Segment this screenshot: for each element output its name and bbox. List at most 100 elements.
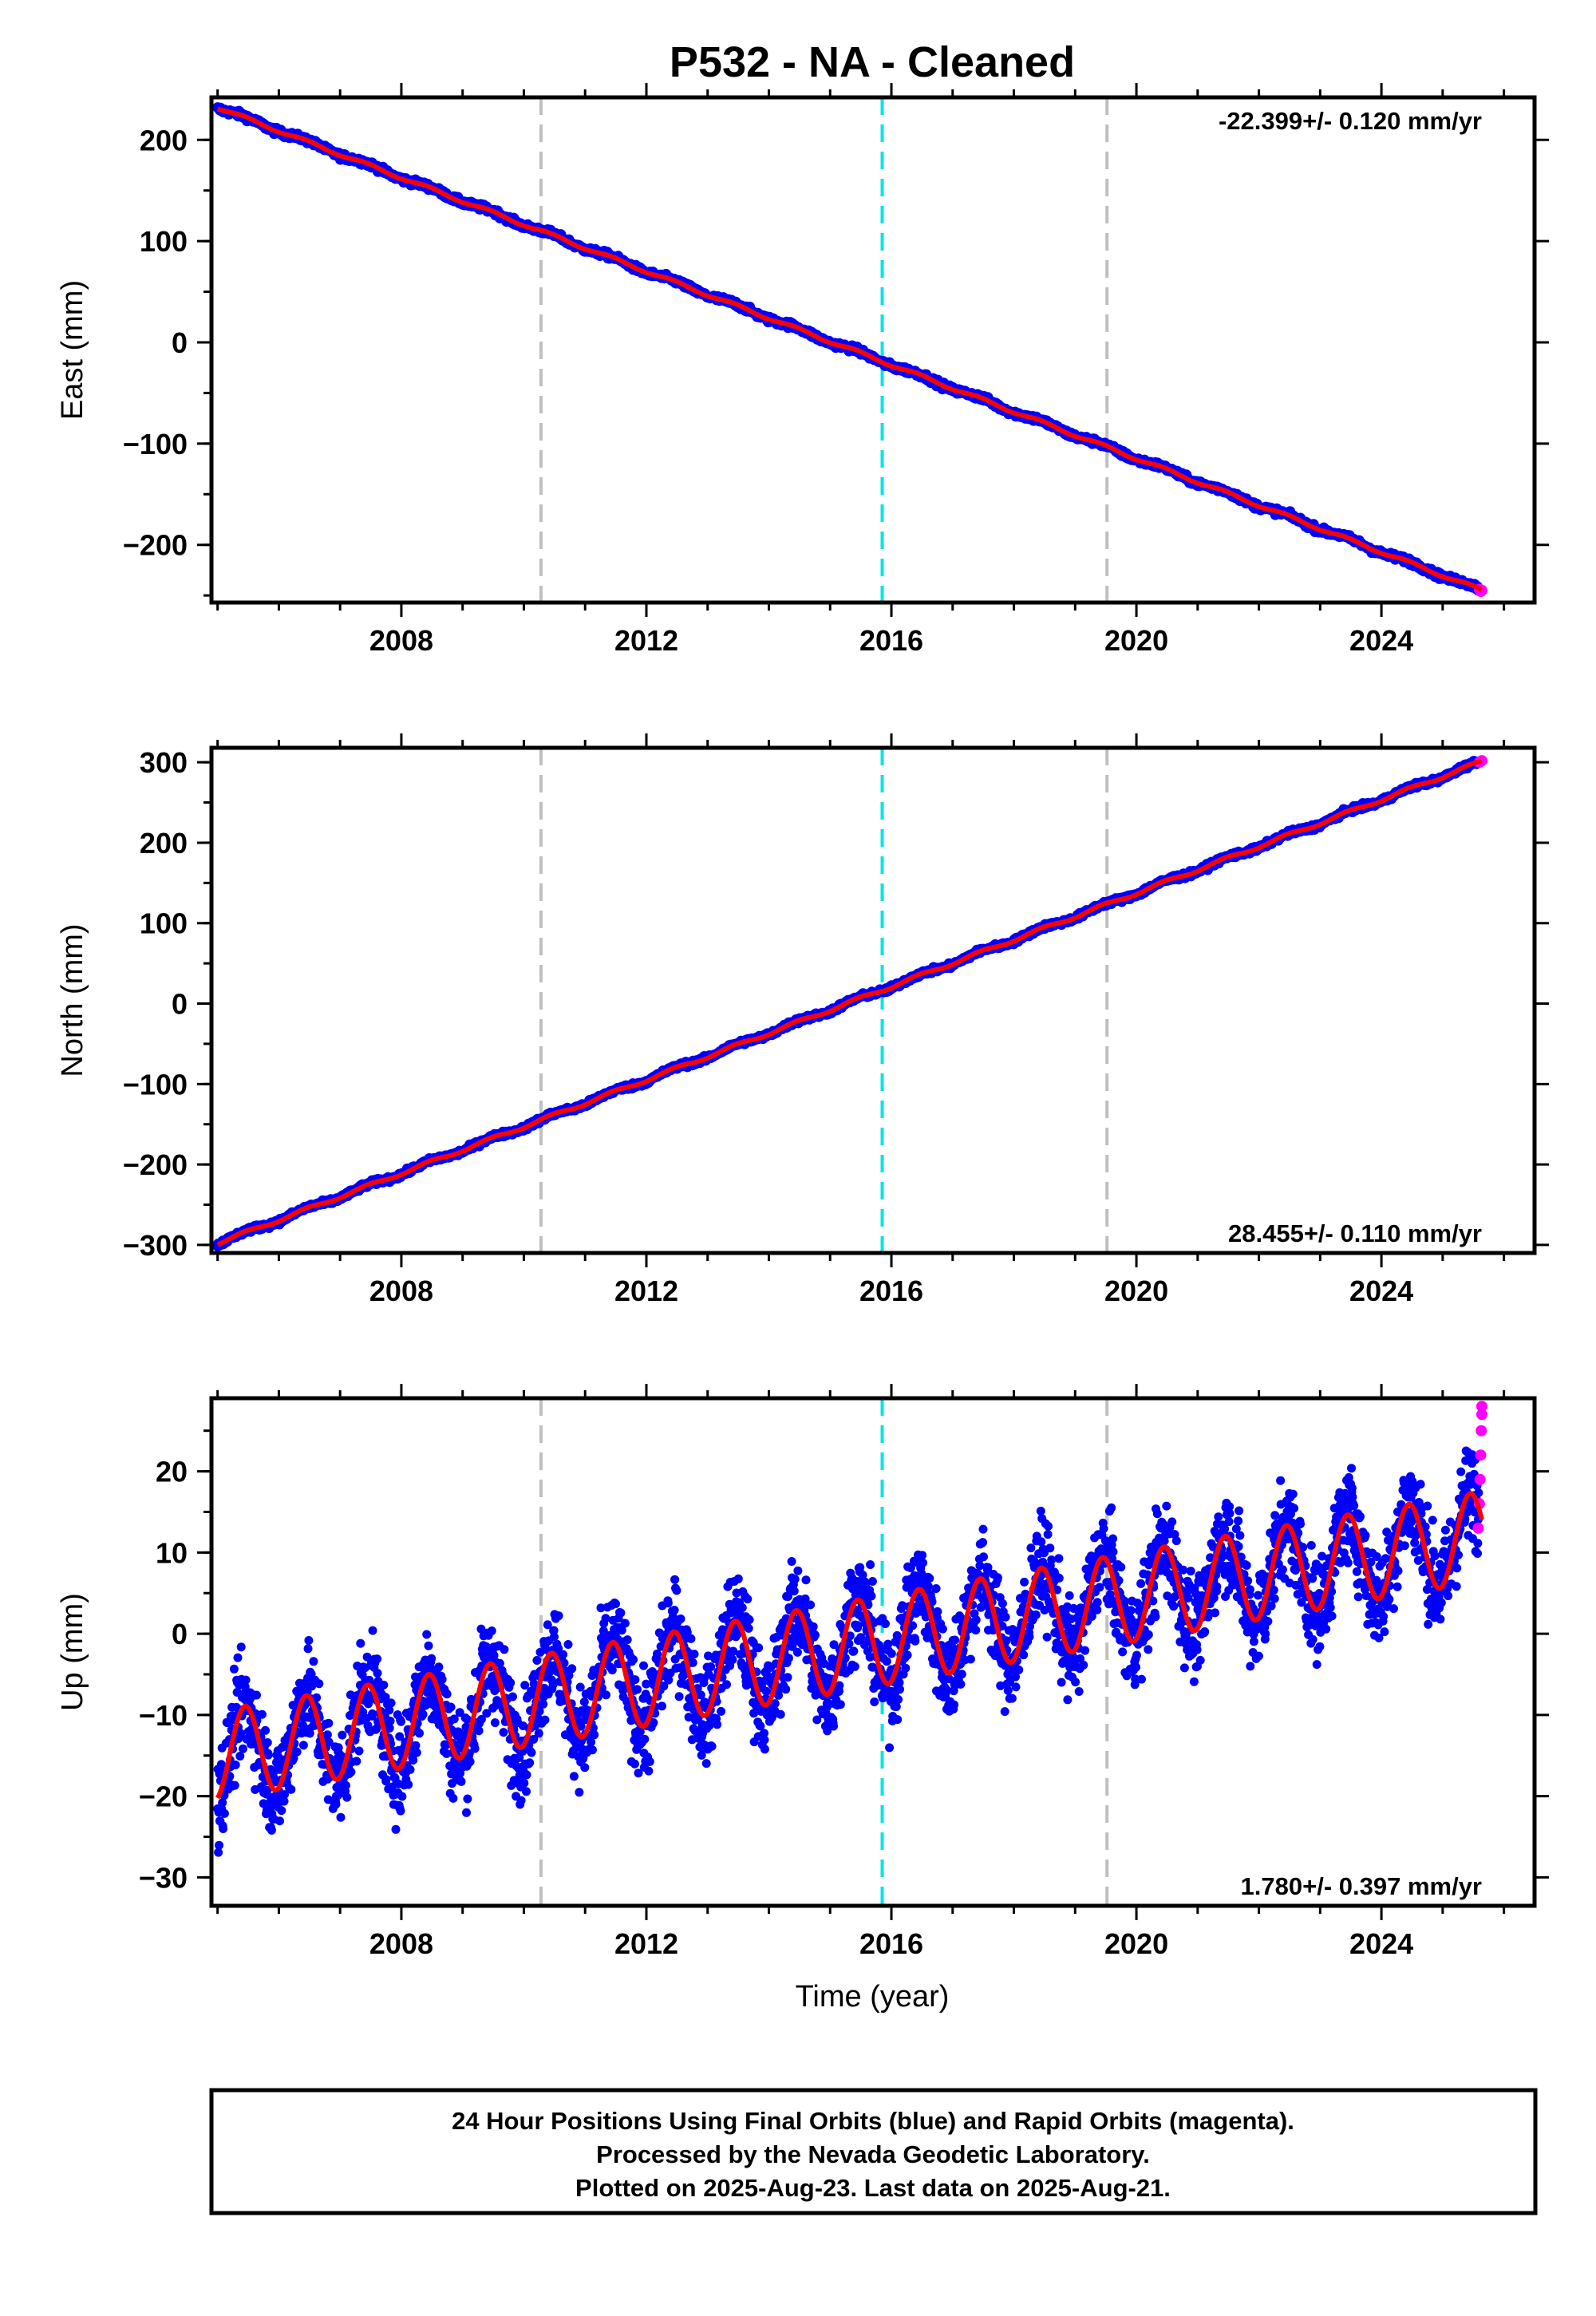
final-orbit-point <box>368 1626 377 1635</box>
final-orbit-point <box>427 1654 437 1663</box>
final-orbit-point <box>701 1759 711 1769</box>
final-orbit-point <box>635 1727 645 1737</box>
final-orbit-point <box>575 1682 585 1692</box>
final-orbit-point <box>559 1650 568 1659</box>
x-tick-label: 2024 <box>1349 1275 1413 1307</box>
final-orbit-point <box>446 1702 456 1712</box>
final-orbit-point <box>241 1675 251 1685</box>
final-orbit-point <box>554 1611 563 1621</box>
final-orbit-point <box>396 1806 405 1816</box>
final-orbit-point <box>534 1729 543 1738</box>
final-orbit-point <box>412 1748 421 1757</box>
final-orbit-point <box>462 1808 471 1817</box>
final-orbit-point <box>373 1669 382 1678</box>
y-tick-label: 200 <box>140 827 188 860</box>
final-orbit-point <box>267 1825 276 1835</box>
y-tick-label: 0 <box>172 326 188 359</box>
final-orbit-point <box>520 1681 530 1690</box>
final-orbit-point <box>341 1780 350 1790</box>
y-tick-label: −200 <box>123 1148 188 1181</box>
final-orbit-point <box>590 1730 599 1740</box>
x-tick-label: 2008 <box>369 1275 433 1307</box>
final-orbit-point <box>580 1763 590 1773</box>
x-tick-label: 2012 <box>614 1275 678 1307</box>
x-tick-label: 2024 <box>1349 624 1413 657</box>
final-orbit-point <box>705 1721 714 1730</box>
final-orbit-point <box>236 1729 246 1738</box>
final-orbit-point <box>397 1792 407 1801</box>
final-orbit-point <box>385 1717 395 1725</box>
panel-east: 2008 2012 2016 2020 20242001000−100−200East … <box>56 83 1549 657</box>
final-orbit-point <box>257 1709 267 1719</box>
final-orbit-point <box>381 1775 391 1784</box>
final-orbit-point <box>233 1653 243 1662</box>
final-orbit-point <box>338 1730 347 1740</box>
final-orbit-point <box>259 1799 268 1808</box>
final-orbit-point <box>263 1785 272 1795</box>
final-orbit-point <box>601 1614 610 1623</box>
final-orbit-point <box>286 1784 296 1794</box>
final-orbit-point <box>434 1662 444 1672</box>
final-orbit-point <box>230 1780 239 1790</box>
final-orbit-point <box>404 1780 413 1789</box>
final-orbit-point <box>567 1664 577 1674</box>
final-orbit-point <box>506 1678 516 1688</box>
final-orbit-point <box>386 1698 396 1708</box>
final-orbit-point <box>611 1599 620 1609</box>
x-tick-label: 2012 <box>614 624 678 657</box>
y-tick-label: 100 <box>140 225 188 258</box>
final-orbit-point <box>463 1794 472 1804</box>
final-orbit-point <box>616 1608 626 1618</box>
final-orbit-point <box>456 1777 466 1786</box>
final-orbit-point <box>620 1618 630 1628</box>
final-orbit-point <box>579 1697 589 1706</box>
final-orbit-point <box>448 1793 458 1803</box>
final-orbit-point <box>658 1701 666 1711</box>
final-orbit-point <box>277 1806 286 1816</box>
final-orbit-point <box>303 1644 313 1654</box>
final-orbit-point <box>670 1575 680 1584</box>
final-orbit-point <box>336 1812 346 1822</box>
final-orbit-point <box>422 1630 432 1639</box>
x-tick-label: 2016 <box>859 1275 923 1307</box>
x-tick-label: 2016 <box>859 624 923 657</box>
final-orbit-point <box>346 1767 356 1777</box>
final-orbit-point <box>379 1680 389 1690</box>
final-orbit-point <box>672 1586 681 1595</box>
x-tick-label: 2008 <box>369 624 433 657</box>
y-axis-label: East (mm) <box>56 280 89 420</box>
final-orbit-point <box>324 1718 334 1728</box>
final-orbit-point <box>640 1734 650 1744</box>
final-orbit-point <box>424 1641 433 1650</box>
final-orbit-point <box>689 1650 699 1659</box>
final-orbit-point <box>519 1778 529 1788</box>
model-fit-line <box>216 758 1483 1247</box>
final-orbit-point <box>214 1848 223 1857</box>
final-orbit-point <box>569 1772 579 1781</box>
final-orbit-point <box>229 1664 239 1674</box>
y-axis-label: North (mm) <box>56 923 89 1077</box>
final-orbit-point <box>587 1745 597 1755</box>
final-orbit-point <box>342 1792 352 1802</box>
final-orbit-point <box>409 1756 418 1765</box>
final-orbit-point <box>391 1824 401 1834</box>
final-orbit-point <box>352 1757 361 1766</box>
final-orbit-point <box>236 1642 246 1652</box>
final-orbit-point <box>292 1747 302 1757</box>
plot-frame <box>209 95 1537 605</box>
final-orbit-point <box>527 1748 536 1757</box>
final-orbit-point <box>263 1750 273 1760</box>
final-orbit-point <box>470 1744 480 1753</box>
y-tick-label: 100 <box>140 907 188 940</box>
final-orbit-point <box>490 1718 500 1728</box>
final-orbit-point <box>309 1657 318 1666</box>
final-orbit-point <box>500 1645 509 1654</box>
final-orbit-point <box>261 1725 270 1735</box>
final-orbit-point <box>717 1706 726 1716</box>
final-orbit-point <box>219 1808 229 1818</box>
final-orbit-points <box>213 1446 1483 1857</box>
final-orbit-point <box>707 1741 717 1751</box>
final-orbit-point <box>239 1744 247 1753</box>
final-orbit-point <box>216 1760 226 1769</box>
